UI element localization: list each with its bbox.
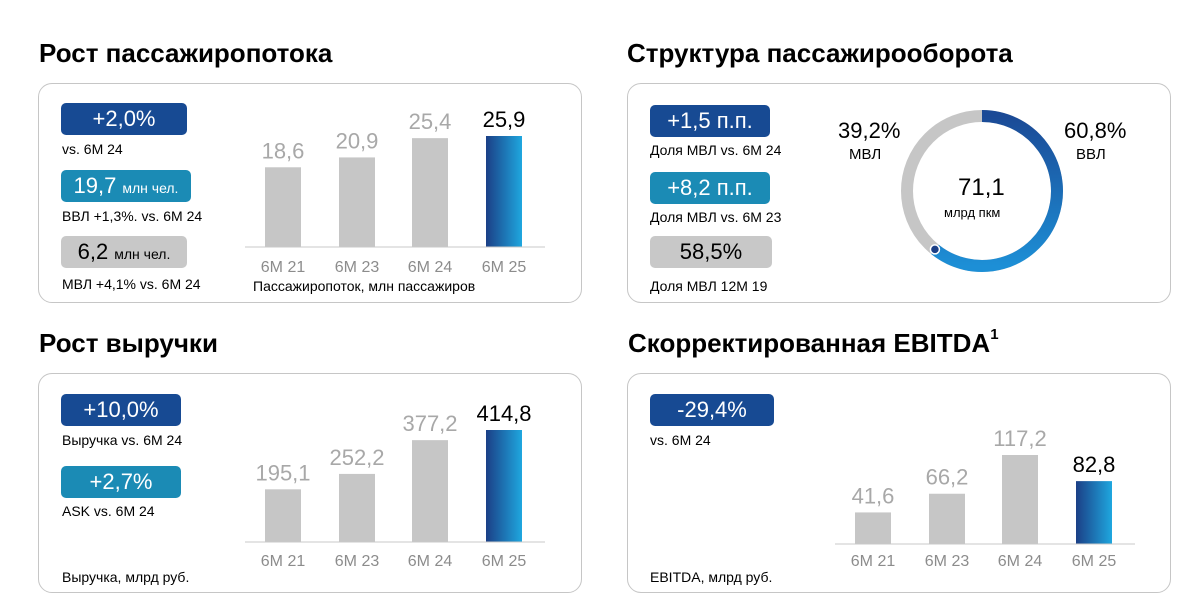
revenue-bar-3 bbox=[412, 440, 448, 542]
ebitda-growth-badge: -29,4% bbox=[650, 394, 774, 426]
passenger-intl-note: МВЛ +4,1% vs. 6М 24 bbox=[62, 276, 201, 292]
structure-share-badge-2: +8,2 п.п. bbox=[650, 172, 770, 204]
revenue-value-label-4: 414,8 bbox=[476, 401, 531, 426]
passenger-category-label-3: 6М 24 bbox=[408, 259, 453, 276]
passenger-growth-badge: +2,0% bbox=[61, 103, 187, 135]
ask-growth-note: ASK vs. 6М 24 bbox=[62, 503, 155, 519]
passenger-category-label-2: 6М 23 bbox=[335, 259, 380, 276]
revenue-category-label-1: 6М 21 bbox=[261, 553, 306, 570]
ebitda-caption: EBITDA, млрд руб. bbox=[650, 569, 773, 585]
revenue-growth-badge: +10,0% bbox=[61, 394, 181, 426]
ebitda-bar-chart: 41,6 6М 21 66,2 6М 23 117,2 6М 24 82,8 6М 25 bbox=[835, 426, 1135, 570]
donut-right-pct: 60,8% bbox=[1064, 118, 1127, 143]
ebitda-bar-4 bbox=[1076, 481, 1112, 544]
ebitda-bar-3 bbox=[1002, 455, 1038, 544]
passenger-intl-badge: 6,2 млн чел. bbox=[61, 236, 187, 268]
structure-title: Структура пассажирооборота bbox=[627, 38, 1013, 68]
revenue-category-label-2: 6М 23 bbox=[335, 553, 380, 570]
revenue-bar-2 bbox=[339, 473, 375, 542]
passenger-domestic-value: 19,7 bbox=[73, 173, 117, 198]
passenger-value-label-3: 25,4 bbox=[409, 109, 452, 134]
ebitda-value-label-4: 82,8 bbox=[1073, 452, 1116, 477]
ebitda-value-label-3: 117,2 bbox=[993, 426, 1046, 451]
structure-share-badge-3: 58,5% bbox=[650, 236, 772, 268]
passenger-category-label-1: 6М 21 bbox=[261, 259, 306, 276]
ebitda-title-text: Скорректированная EBITDA bbox=[628, 328, 991, 358]
revenue-category-label-3: 6М 24 bbox=[408, 553, 453, 570]
structure-share-note-3: Доля МВЛ 12М 19 bbox=[650, 278, 768, 294]
revenue-growth-note: Выручка vs. 6М 24 bbox=[62, 432, 183, 448]
revenue-value-label-3: 377,2 bbox=[402, 411, 457, 436]
donut-center-value: 71,1 bbox=[958, 174, 1005, 201]
passenger-domestic-note: ВВЛ +1,3%. vs. 6М 24 bbox=[62, 208, 203, 224]
donut-left-pct: 39,2% bbox=[838, 118, 901, 143]
passenger-intl-unit: млн чел. bbox=[114, 246, 171, 262]
ebitda-value-label-2: 66,2 bbox=[926, 465, 969, 490]
donut-left-label: МВЛ bbox=[849, 146, 882, 163]
revenue-bar-1 bbox=[265, 489, 301, 542]
structure-share-note-1: Доля МВЛ vs. 6М 24 bbox=[650, 142, 782, 158]
ask-growth-badge: +2,7% bbox=[61, 466, 181, 498]
passenger-category-label-4: 6М 25 bbox=[482, 259, 527, 276]
passenger-bar-chart: 18,6 6М 21 20,9 6М 23 25,4 6М 24 25,9 6М 25 bbox=[245, 107, 545, 276]
donut-segment-vvl bbox=[931, 110, 1063, 272]
revenue-bar-4 bbox=[486, 430, 522, 542]
structure-share-note-2: Доля МВЛ vs. 6М 23 bbox=[650, 209, 782, 225]
revenue-bar-chart: 195,1 6М 21 252,2 6М 23 377,2 6М 24 414,8 6М 25 bbox=[245, 401, 545, 570]
revenue-value-label-2: 252,2 bbox=[329, 445, 384, 470]
passenger-bar-1 bbox=[265, 167, 301, 247]
structure-donut bbox=[901, 110, 1063, 272]
donut-end-marker bbox=[929, 244, 941, 255]
revenue-caption: Выручка, млрд руб. bbox=[62, 569, 190, 585]
ebitda-category-label-3: 6М 24 bbox=[998, 553, 1043, 570]
ebitda-category-label-4: 6М 25 bbox=[1072, 553, 1117, 570]
passenger-growth-note: vs. 6М 24 bbox=[62, 141, 123, 157]
passenger-bar-2 bbox=[339, 157, 375, 247]
ebitda-footnote-marker: 1 bbox=[990, 326, 999, 343]
donut-center-unit: млрд пкм bbox=[944, 205, 1001, 220]
ebitda-category-label-2: 6М 23 bbox=[925, 553, 970, 570]
passenger-domestic-badge: 19,7 млн чел. bbox=[61, 170, 191, 202]
ebitda-category-label-1: 6М 21 bbox=[851, 553, 896, 570]
revenue-value-label-1: 195,1 bbox=[255, 460, 310, 485]
revenue-title: Рост выручки bbox=[39, 328, 218, 358]
ebitda-bar-2 bbox=[929, 493, 965, 544]
revenue-category-label-4: 6М 25 bbox=[482, 553, 527, 570]
passenger-value-label-1: 18,6 bbox=[262, 138, 305, 163]
ebitda-title: Скорректированная EBITDA1 bbox=[628, 326, 999, 359]
passenger-value-label-2: 20,9 bbox=[336, 128, 379, 153]
passenger-caption: Пассажиропоток, млн пассажиров bbox=[253, 278, 476, 294]
ebitda-bar-1 bbox=[855, 512, 891, 544]
structure-share-badge-1: +1,5 п.п. bbox=[650, 105, 770, 137]
donut-right-label: ВВЛ bbox=[1076, 146, 1106, 163]
passenger-bar-4 bbox=[486, 136, 522, 247]
passenger-value-label-4: 25,9 bbox=[483, 107, 526, 132]
passenger-title: Рост пассажиропотока bbox=[39, 38, 333, 68]
passenger-bar-3 bbox=[412, 138, 448, 247]
ebitda-value-label-1: 41,6 bbox=[852, 483, 895, 508]
passenger-intl-value: 6,2 bbox=[77, 239, 109, 264]
passenger-domestic-unit: млн чел. bbox=[122, 180, 179, 196]
ebitda-growth-note: vs. 6М 24 bbox=[650, 432, 711, 448]
